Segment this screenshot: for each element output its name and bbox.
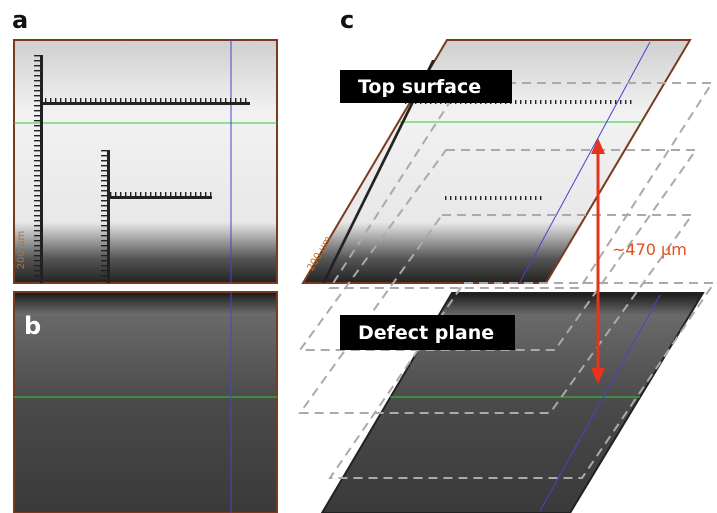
top-surface-label: Top surface: [358, 76, 481, 98]
defect-plane-label: Defect plane: [358, 322, 494, 344]
scale-label: 200 µm: [16, 231, 27, 269]
panel-label: c: [340, 6, 354, 34]
panel-label: a: [12, 6, 28, 34]
figure: a c 200 µm b 200 µm: [0, 0, 717, 513]
panel-label: b: [24, 312, 41, 340]
distance-label: ~470 µm: [612, 240, 687, 259]
panel-a-image: 200 µm: [14, 40, 277, 283]
panel-b-image: [14, 292, 277, 513]
